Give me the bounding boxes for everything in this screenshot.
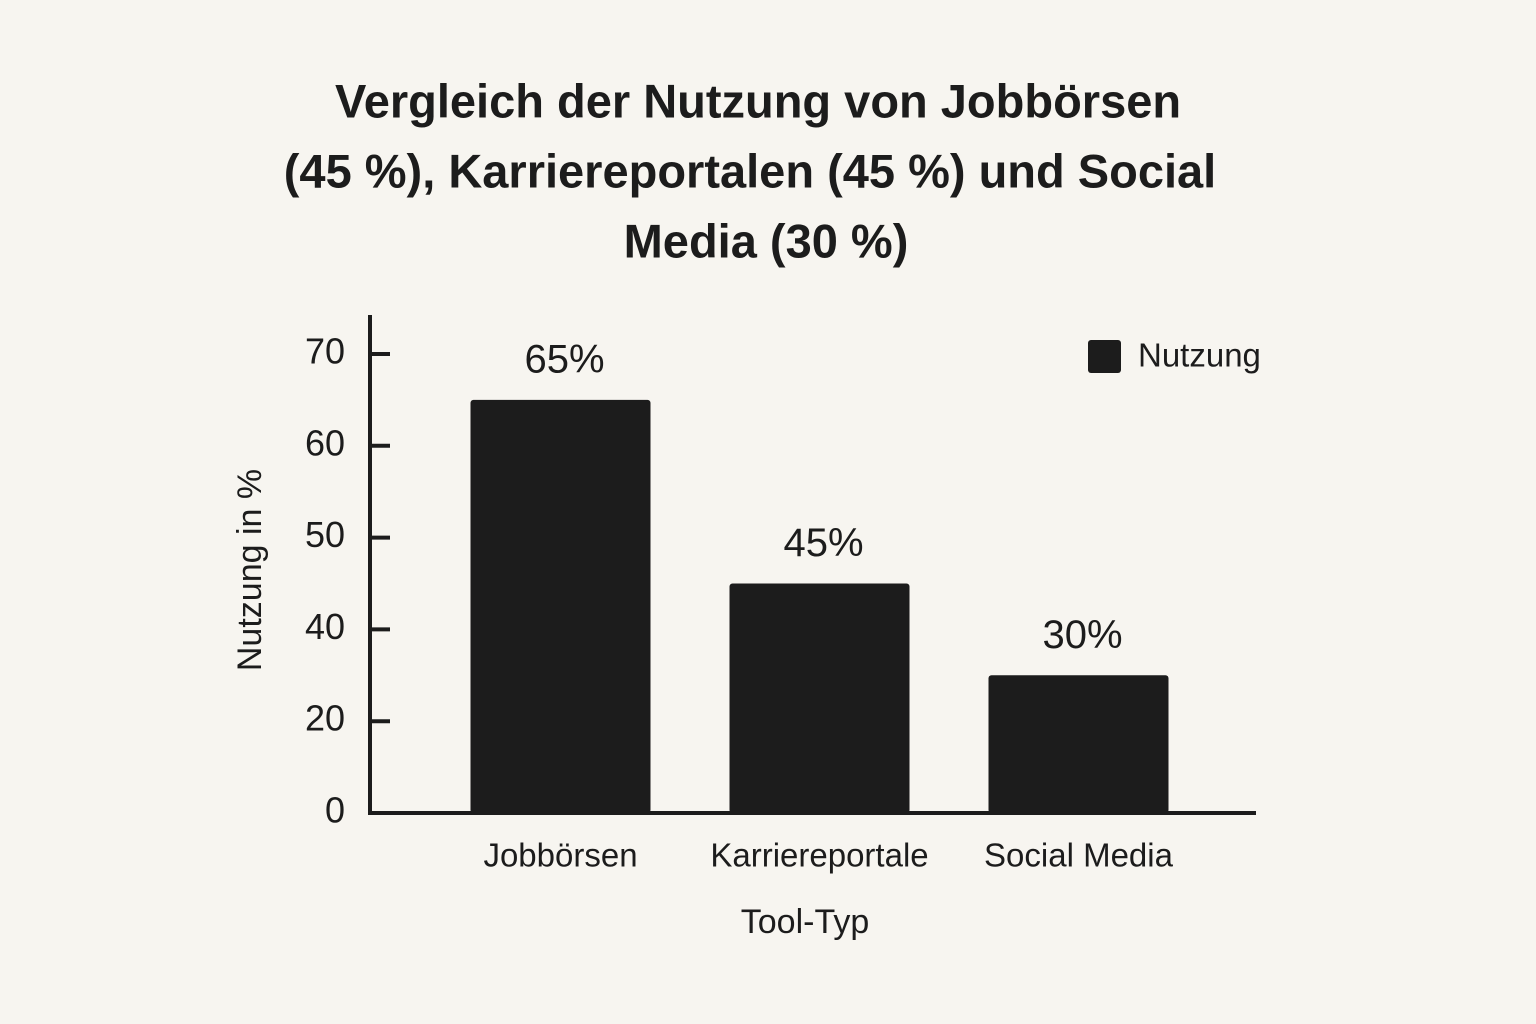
legend-swatch: [1088, 340, 1121, 373]
y-axis-label: Nutzung in %: [231, 469, 269, 671]
y-tick-label: 40: [305, 606, 345, 647]
y-tick-label: 50: [305, 514, 345, 555]
y-tick-label: 70: [305, 331, 345, 372]
bar: [988, 675, 1169, 813]
bar: [470, 399, 651, 813]
legend-label: Nutzung: [1138, 337, 1261, 374]
chart-title: Vergleich der Nutzung von Jobbörsen: [335, 74, 1181, 127]
value-label: 65%: [524, 337, 604, 381]
y-tick-label: 0: [325, 790, 345, 831]
x-tick-label: Karriereportale: [710, 837, 928, 874]
y-tick-label: 60: [305, 422, 345, 463]
value-label: 30%: [1042, 613, 1122, 657]
x-tick-label: Social Media: [984, 837, 1174, 874]
y-tick-label: 20: [305, 698, 345, 739]
chart-title: Media (30 %): [624, 214, 909, 267]
bar: [729, 583, 910, 813]
chart-title: (45 %), Karriereportalen (45 %) und Soci…: [284, 144, 1216, 197]
x-axis-label: Tool-Typ: [741, 903, 870, 941]
value-label: 45%: [783, 521, 863, 565]
x-tick-label: Jobbörsen: [483, 837, 637, 874]
